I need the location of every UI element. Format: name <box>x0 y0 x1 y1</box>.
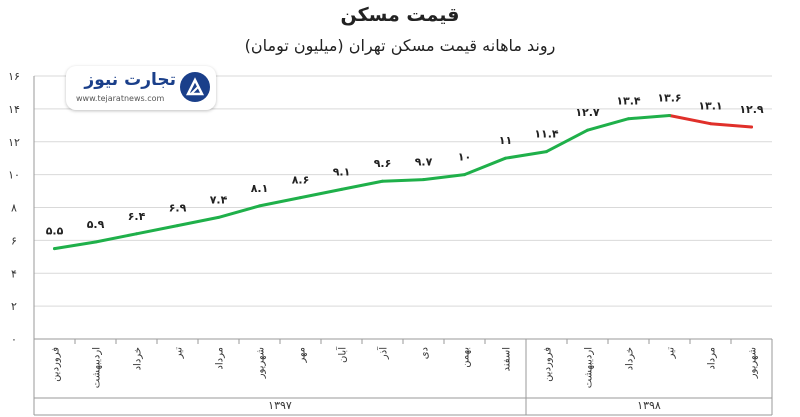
x-tick-label: مهر <box>297 347 308 363</box>
data-label: ۱۲.۷ <box>575 106 600 119</box>
data-point <box>53 247 56 251</box>
y-tick-label: ۱۴ <box>8 103 20 116</box>
series-line-rising <box>53 114 671 251</box>
data-point <box>176 224 179 228</box>
x-group-label: ۱۳۹۷ <box>268 399 292 412</box>
data-point <box>627 117 630 121</box>
data-point <box>422 178 425 182</box>
data-point <box>463 173 466 177</box>
x-tick-label: اردیبهشت <box>92 347 103 388</box>
chart-title: قیمت مسکن <box>340 4 460 26</box>
data-label: ۱۰ <box>458 151 471 164</box>
data-point <box>668 113 671 117</box>
x-tick-label: خرداد <box>133 347 144 370</box>
x-tick-label: تیر <box>174 347 185 360</box>
tejarat-news-logo: تجارت نیوز www.tejaratnews.com <box>66 66 216 110</box>
y-tick-label: ۸ <box>11 202 17 215</box>
data-point <box>217 215 220 219</box>
x-tick-label: دی <box>420 347 431 359</box>
x-tick-label: شهریور <box>256 347 267 379</box>
data-point <box>299 196 302 200</box>
data-label: ۱۳.۱ <box>698 100 722 113</box>
data-point <box>135 232 138 236</box>
x-tick-label: مرداد <box>707 347 718 370</box>
y-tick-label: ۱۶ <box>8 70 20 83</box>
y-tick-label: ۲ <box>11 300 17 313</box>
y-tick-label: ۴ <box>11 267 17 280</box>
y-tick-label: ۱۰ <box>8 169 20 182</box>
data-label: ۱۱ <box>499 134 512 147</box>
x-tick-label: آذر <box>377 346 390 360</box>
data-label: ۵.۵ <box>46 225 64 238</box>
logo-mark-icon <box>180 72 210 102</box>
data-point <box>586 128 589 132</box>
logo-url: www.tejaratnews.com <box>76 94 165 103</box>
data-label: ۸.۶ <box>292 174 310 187</box>
x-tick-label: تیر <box>666 347 677 360</box>
data-label: ۷.۴ <box>210 193 228 206</box>
data-label: ۱۱.۴ <box>534 128 559 141</box>
data-label: ۹.۶ <box>374 157 392 170</box>
x-tick-label: فروردین <box>543 347 554 382</box>
y-tick-label: ۶ <box>11 234 17 247</box>
data-point <box>340 187 343 191</box>
x-tick-label: آبان <box>336 346 349 363</box>
y-tick-label: ۱۲ <box>8 136 20 149</box>
data-label: ۹.۱ <box>333 165 351 178</box>
data-label: ۱۳.۴ <box>616 95 641 108</box>
x-tick-label: اسفند <box>502 347 513 371</box>
data-label: ۱۳.۶ <box>657 91 681 104</box>
x-tick-label: فروردین <box>51 347 62 382</box>
x-tick-label: اردیبهشت <box>584 347 595 388</box>
logo-name: تجارت نیوز <box>84 70 176 90</box>
x-tick-label: مرداد <box>215 347 226 370</box>
data-point <box>750 125 753 129</box>
data-point <box>258 204 261 208</box>
data-point <box>94 240 97 244</box>
x-group-label: ۱۳۹۸ <box>637 399 661 412</box>
data-label: ۱۲.۹ <box>739 103 764 116</box>
chart-subtitle: روند ماهانه قیمت مسکن تهران (میلیون توما… <box>244 36 556 55</box>
y-tick-label: ۰ <box>11 333 17 346</box>
data-label: ۸.۱ <box>251 182 269 195</box>
data-point <box>545 150 548 154</box>
x-tick-label: خرداد <box>625 347 636 370</box>
x-tick-label: شهریور <box>748 347 759 379</box>
x-tick-label: بهمن <box>461 347 472 368</box>
data-label: ۶.۴ <box>128 210 146 223</box>
data-point <box>504 156 507 160</box>
series-line-falling <box>668 114 753 129</box>
data-point <box>381 179 384 183</box>
data-label: ۶.۹ <box>169 202 187 215</box>
data-label: ۵.۹ <box>87 218 105 231</box>
data-label: ۹.۷ <box>415 156 433 169</box>
data-point <box>709 122 712 126</box>
